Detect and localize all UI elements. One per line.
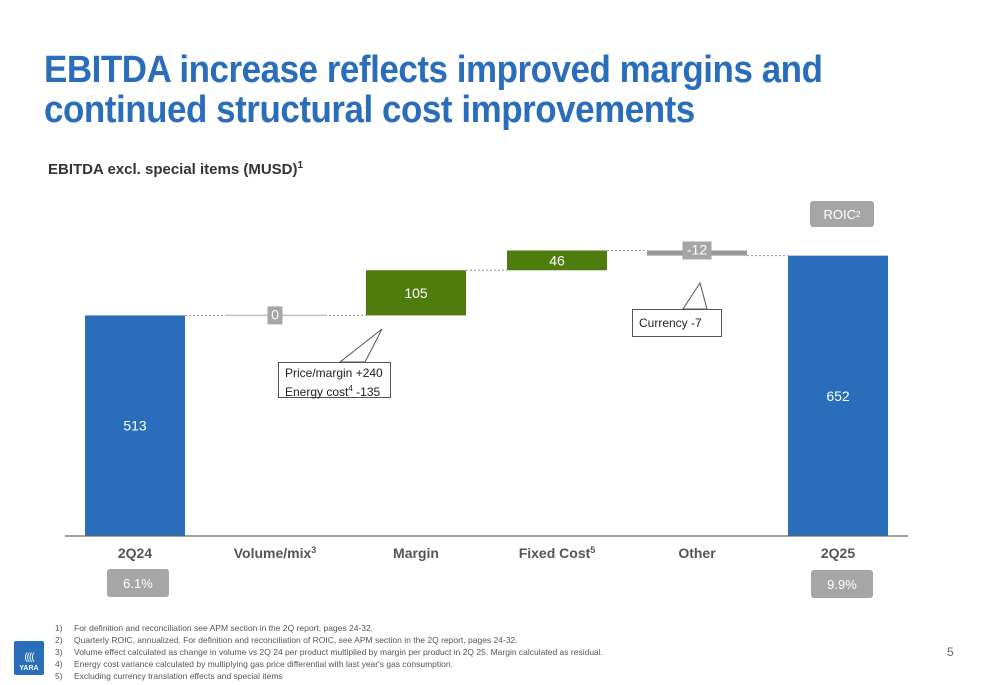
- energy-cost-value: -135: [352, 385, 381, 399]
- currency-callout-pointer: [682, 281, 708, 310]
- margin-callout-line-1: Price/margin +240: [285, 366, 383, 380]
- bar-margin: [366, 270, 466, 316]
- data-label: 46: [549, 252, 565, 268]
- footnote-text: Excluding currency translation effects a…: [74, 671, 283, 681]
- bar-2q24: [85, 315, 185, 536]
- logo-wordmark: YARA: [19, 665, 39, 672]
- footnote-number: 2): [55, 635, 63, 645]
- category-label: 2Q24: [118, 545, 152, 561]
- roic-header-text: ROIC: [823, 206, 857, 222]
- category-footnote: 3: [311, 545, 316, 555]
- footnote-number: 3): [55, 647, 63, 657]
- chart-subtitle-footnote: 1: [297, 160, 304, 171]
- footnote-text: Energy cost variance calculated by multi…: [74, 659, 453, 669]
- bar-2q25: [788, 255, 888, 536]
- category-label: 2Q25: [821, 545, 855, 561]
- roic-header: ROIC 2: [810, 201, 874, 227]
- energy-cost-footnote: 4: [348, 384, 353, 393]
- data-label-box: [267, 306, 283, 325]
- margin-callout-pointer: [338, 328, 383, 363]
- page-title: EBITDA increase reflects improved margin…: [44, 50, 872, 130]
- data-label: 0: [271, 306, 279, 322]
- category-label: Fixed Cost5: [519, 545, 596, 561]
- footnote-1: 1) For definition and reconciliation see …: [55, 622, 603, 634]
- footnote-2: 2) Quarterly ROIC, annualized. For defini…: [55, 634, 603, 646]
- footnote-number: 4): [55, 659, 63, 669]
- footnote-4: 4) Energy cost variance calculated by mul…: [55, 658, 603, 670]
- footnote-text: For definition and reconciliation see AP…: [74, 623, 374, 633]
- yara-logo: (((( YARA: [14, 641, 44, 675]
- footnote-text: Quarterly ROIC, annualized. For definiti…: [74, 635, 518, 645]
- title-line-2: continued structural cost improvements: [44, 89, 695, 131]
- data-label: 652: [826, 388, 850, 404]
- footnote-5: 5) Excluding currency translation effects…: [55, 670, 603, 682]
- data-label: 513: [123, 418, 147, 434]
- category-label: Margin: [393, 545, 439, 561]
- footnote-3: 3) Volume effect calculated as change in …: [55, 646, 603, 658]
- category-label: Volume/mix3: [234, 545, 317, 561]
- footnotes: 1) For definition and reconciliation see …: [55, 622, 603, 682]
- footnote-text: Volume effect calculated as change in vo…: [74, 647, 604, 657]
- chart-subtitle-text: EBITDA excl. special items (MUSD): [48, 161, 298, 178]
- data-label: -12: [687, 241, 707, 257]
- title-line-1: EBITDA increase reflects improved margin…: [44, 49, 823, 91]
- data-label-box: [682, 241, 712, 260]
- category-label: Other: [678, 545, 716, 561]
- margin-callout-line-2: Energy cost4 -135: [285, 381, 384, 400]
- roic-header-footnote: 2: [856, 209, 861, 219]
- viking-ship-icon: ((((: [24, 652, 34, 663]
- page-number: 5: [947, 645, 954, 659]
- footnote-number: 1): [55, 623, 63, 633]
- currency-callout: Currency -7: [632, 309, 722, 337]
- roic-badge-2q24: 6.1%: [107, 569, 169, 597]
- energy-cost-label: Energy cost: [285, 385, 349, 399]
- footnote-number: 5): [55, 671, 63, 681]
- margin-callout: Price/margin +240 Energy cost4 -135: [278, 362, 391, 400]
- bar-fixed-cost: [507, 250, 607, 271]
- chart-subtitle: EBITDA excl. special items (MUSD)1: [48, 160, 303, 178]
- data-label: 105: [404, 285, 428, 301]
- roic-badge-2q25: 9.9%: [811, 570, 873, 598]
- category-footnote: 5: [590, 545, 595, 555]
